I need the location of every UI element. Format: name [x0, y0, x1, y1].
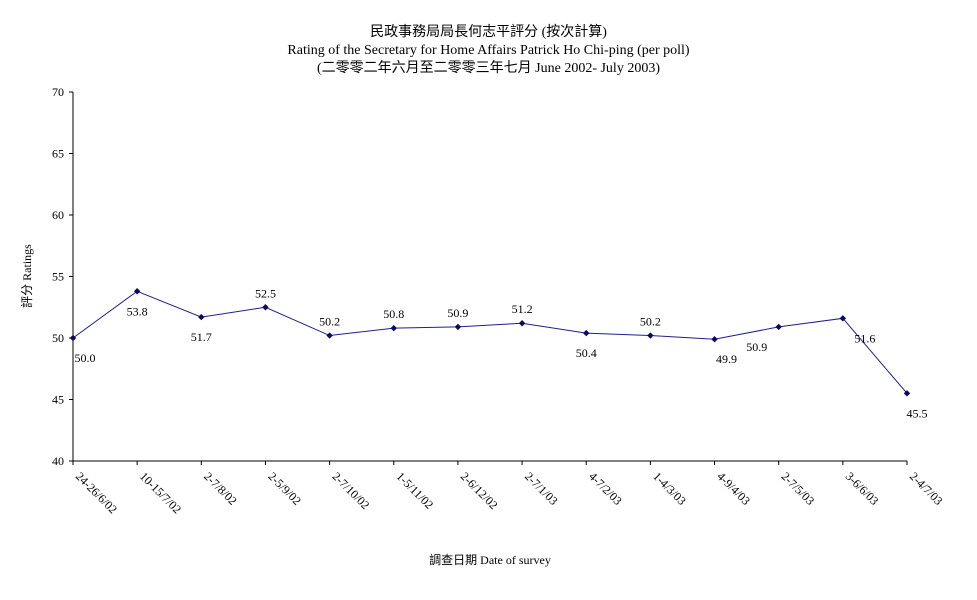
data-point-marker: [69, 334, 77, 342]
y-tick-label: 60: [52, 208, 64, 222]
y-tick-label: 45: [52, 393, 64, 407]
y-tick-label: 50: [52, 331, 64, 345]
x-tick-label: 2-7/5/03: [779, 469, 818, 508]
x-tick-label: 2-7/10/02: [329, 469, 372, 512]
data-label: 50.9: [746, 340, 767, 354]
data-label: 53.8: [127, 304, 148, 318]
data-label: 45.5: [907, 406, 928, 420]
data-point-marker: [133, 288, 141, 295]
data-label: 51.6: [854, 331, 875, 345]
x-tick-label: 2-4/7/03: [907, 469, 946, 508]
y-tick-label: 55: [52, 270, 64, 284]
x-tick-label: 1-5/11/02: [394, 469, 437, 512]
chart-title-block: 民政事務局局長何志平評分 (按次計算) Rating of the Secret…: [0, 24, 977, 78]
data-point-marker: [518, 320, 526, 327]
data-label: 49.9: [716, 352, 737, 366]
data-label: 50.8: [383, 307, 404, 321]
data-label: 52.5: [255, 286, 276, 300]
x-tick-label: 4-9/4/03: [714, 469, 753, 508]
data-point-marker: [647, 332, 654, 339]
x-tick-label: 1-4/3/03: [650, 469, 689, 508]
data-label: 51.7: [191, 330, 212, 344]
y-axis-title: 評分 Ratings: [19, 244, 34, 308]
series-line: [72, 290, 908, 394]
chart-title: 民政事務局局長何志平評分 (按次計算): [370, 25, 607, 40]
data-point-marker: [775, 323, 782, 331]
y-tick-label: 65: [52, 147, 64, 161]
data-label: 50.2: [319, 315, 340, 329]
data-markers: [69, 288, 911, 397]
data-label: 50.0: [75, 351, 96, 365]
data-point-marker: [262, 304, 269, 311]
x-ticks: 24-26/6/02 10-15/7/02 2-7/8/02 2-5/9/02 2-7/…: [72, 461, 946, 516]
x-tick-label: 3-6/6/03: [843, 469, 882, 508]
x-tick-label: 2-6/12/02: [458, 469, 501, 512]
data-point-marker: [390, 324, 397, 332]
x-axis-title: 調查日期 Date of survey: [429, 553, 551, 567]
x-tick-label: 4-7/2/03: [586, 469, 625, 508]
x-tick-label: 2-7/1/03: [522, 469, 561, 508]
x-tick-label: 2-5/9/02: [265, 469, 304, 508]
y-ticks: 40 45 50 55 60 65 70: [52, 85, 73, 468]
chart-subtitle: Rating of the Secretary for Home Affairs…: [287, 43, 690, 58]
data-label: 50.9: [447, 306, 468, 320]
data-point-marker: [454, 323, 462, 331]
data-point-marker: [198, 313, 205, 321]
x-tick-label: 24-26/6/02: [73, 469, 120, 516]
x-tick-label: 2-7/8/02: [201, 469, 240, 508]
data-label: 50.4: [576, 346, 597, 360]
data-labels: 50.0 53.8 51.7 52.5 50.2 50.8 50.9 51.2 50.4 50.2…: [75, 286, 928, 420]
x-tick-label: 10-15/7/02: [137, 469, 184, 516]
chart-subtitle-period: (二零零二年六月至二零零三年七月 June 2002- July 2003): [317, 61, 660, 76]
data-point-marker: [839, 315, 847, 322]
data-label: 51.2: [512, 302, 533, 316]
y-tick-label: 70: [52, 85, 64, 99]
data-point-marker: [711, 336, 718, 343]
data-label: 50.2: [640, 315, 661, 329]
data-point-marker: [583, 329, 590, 337]
data-point-marker: [903, 390, 911, 397]
y-tick-label: 40: [52, 454, 64, 468]
data-point-marker: [326, 332, 333, 339]
